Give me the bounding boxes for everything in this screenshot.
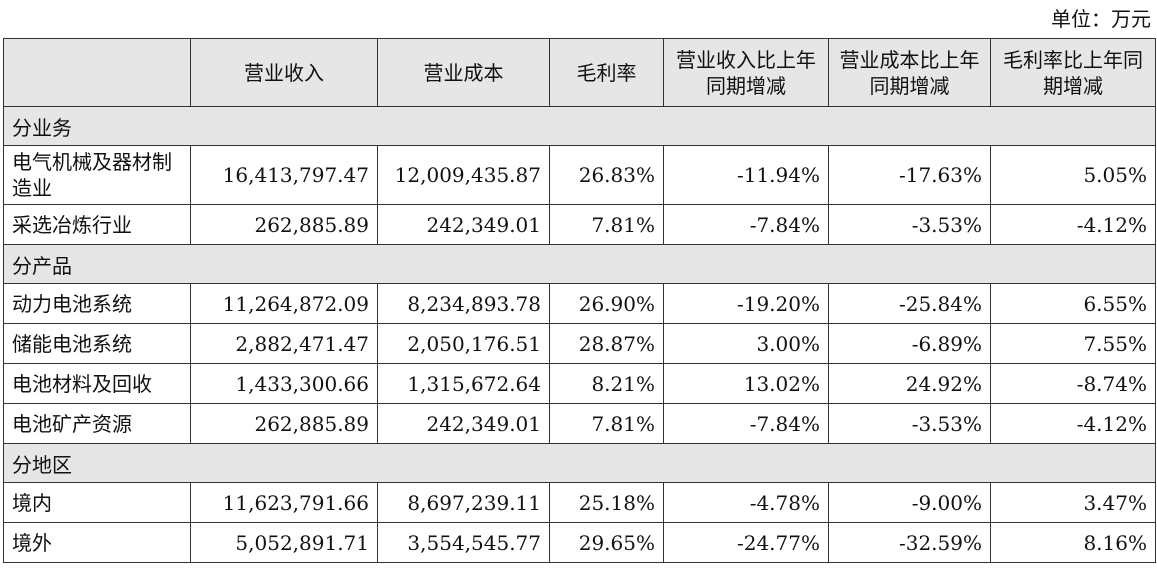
section-title: 分地区: [3, 443, 1156, 483]
section-row-business: 分业务: [3, 106, 1156, 146]
cell-revenue-yoy: -19.20%: [663, 283, 829, 324]
unit-label: 单位：万元: [1051, 7, 1151, 31]
cell-margin-yoy: 7.55%: [990, 323, 1156, 364]
cell-margin: 7.81%: [549, 403, 664, 444]
cell-cost: 1,315,672.64: [377, 363, 550, 404]
cell-cost: 242,349.01: [377, 204, 550, 245]
cell-cost-yoy: -32.59%: [828, 522, 991, 563]
row-label: 电气机械及器材制造业: [3, 145, 191, 205]
table-row: 电池矿产资源 262,885.89 242,349.01 7.81% -7.84…: [3, 403, 1156, 444]
cell-cost: 8,697,239.11: [377, 482, 550, 523]
cell-revenue-yoy: 13.02%: [663, 363, 829, 404]
cell-revenue-yoy: 3.00%: [663, 323, 829, 364]
cell-revenue: 11,623,791.66: [190, 482, 378, 523]
cell-cost-yoy: -17.63%: [828, 145, 991, 205]
header-corner: [3, 38, 191, 107]
cell-cost: 2,050,176.51: [377, 323, 550, 364]
cell-cost-yoy: -9.00%: [828, 482, 991, 523]
cell-cost: 12,009,435.87: [377, 145, 550, 205]
cell-margin: 26.83%: [549, 145, 664, 205]
section-row-region: 分地区: [3, 443, 1156, 483]
cell-revenue-yoy: -7.84%: [663, 403, 829, 444]
cell-revenue: 2,882,471.47: [190, 323, 378, 364]
table-row: 境外 5,052,891.71 3,554,545.77 29.65% -24.…: [3, 522, 1156, 563]
header-row: 营业收入 营业成本 毛利率 营业收入比上年同期增减 营业成本比上年同期增减 毛利…: [3, 38, 1156, 107]
cell-revenue: 11,264,872.09: [190, 283, 378, 324]
cell-cost-yoy: -3.53%: [828, 403, 991, 444]
row-label: 电池材料及回收: [3, 363, 191, 404]
section-title: 分产品: [3, 244, 1156, 284]
table-row: 境内 11,623,791.66 8,697,239.11 25.18% -4.…: [3, 482, 1156, 523]
cell-margin-yoy: -8.74%: [990, 363, 1156, 404]
header-cost: 营业成本: [377, 38, 550, 107]
row-label: 储能电池系统: [3, 323, 191, 364]
cell-revenue: 1,433,300.66: [190, 363, 378, 404]
revenue-breakdown-table: 营业收入 营业成本 毛利率 营业收入比上年同期增减 营业成本比上年同期增减 毛利…: [3, 38, 1156, 563]
header-cost-yoy: 营业成本比上年同期增减: [828, 38, 991, 107]
section-row-product: 分产品: [3, 244, 1156, 284]
cell-margin-yoy: -4.12%: [990, 204, 1156, 245]
row-label: 动力电池系统: [3, 283, 191, 324]
cell-cost: 3,554,545.77: [377, 522, 550, 563]
cell-cost-yoy: -6.89%: [828, 323, 991, 364]
cell-margin: 28.87%: [549, 323, 664, 364]
cell-revenue: 262,885.89: [190, 204, 378, 245]
cell-margin: 29.65%: [549, 522, 664, 563]
table-row: 采选冶炼行业 262,885.89 242,349.01 7.81% -7.84…: [3, 204, 1156, 245]
cell-cost: 8,234,893.78: [377, 283, 550, 324]
row-label: 境外: [3, 522, 191, 563]
cell-margin: 26.90%: [549, 283, 664, 324]
cell-cost: 242,349.01: [377, 403, 550, 444]
cell-revenue: 5,052,891.71: [190, 522, 378, 563]
table-row: 电气机械及器材制造业 16,413,797.47 12,009,435.87 2…: [3, 145, 1156, 205]
cell-margin-yoy: 3.47%: [990, 482, 1156, 523]
cell-margin: 25.18%: [549, 482, 664, 523]
cell-revenue-yoy: -4.78%: [663, 482, 829, 523]
cell-revenue: 16,413,797.47: [190, 145, 378, 205]
table-row: 电池材料及回收 1,433,300.66 1,315,672.64 8.21% …: [3, 363, 1156, 404]
cell-margin: 7.81%: [549, 204, 664, 245]
cell-revenue: 262,885.89: [190, 403, 378, 444]
cell-revenue-yoy: -11.94%: [663, 145, 829, 205]
cell-margin-yoy: 5.05%: [990, 145, 1156, 205]
row-label: 采选冶炼行业: [3, 204, 191, 245]
cell-cost-yoy: 24.92%: [828, 363, 991, 404]
cell-margin-yoy: 6.55%: [990, 283, 1156, 324]
cell-revenue-yoy: -24.77%: [663, 522, 829, 563]
cell-margin-yoy: 8.16%: [990, 522, 1156, 563]
row-label: 境内: [3, 482, 191, 523]
cell-cost-yoy: -25.84%: [828, 283, 991, 324]
header-revenue-yoy: 营业收入比上年同期增减: [663, 38, 829, 107]
cell-revenue-yoy: -7.84%: [663, 204, 829, 245]
table-row: 储能电池系统 2,882,471.47 2,050,176.51 28.87% …: [3, 323, 1156, 364]
cell-margin: 8.21%: [549, 363, 664, 404]
header-margin: 毛利率: [549, 38, 664, 107]
section-title: 分业务: [3, 106, 1156, 146]
cell-cost-yoy: -3.53%: [828, 204, 991, 245]
table-row: 动力电池系统 11,264,872.09 8,234,893.78 26.90%…: [3, 283, 1156, 324]
header-margin-yoy: 毛利率比上年同期增减: [990, 38, 1156, 107]
cell-margin-yoy: -4.12%: [990, 403, 1156, 444]
row-label: 电池矿产资源: [3, 403, 191, 444]
header-revenue: 营业收入: [190, 38, 378, 107]
